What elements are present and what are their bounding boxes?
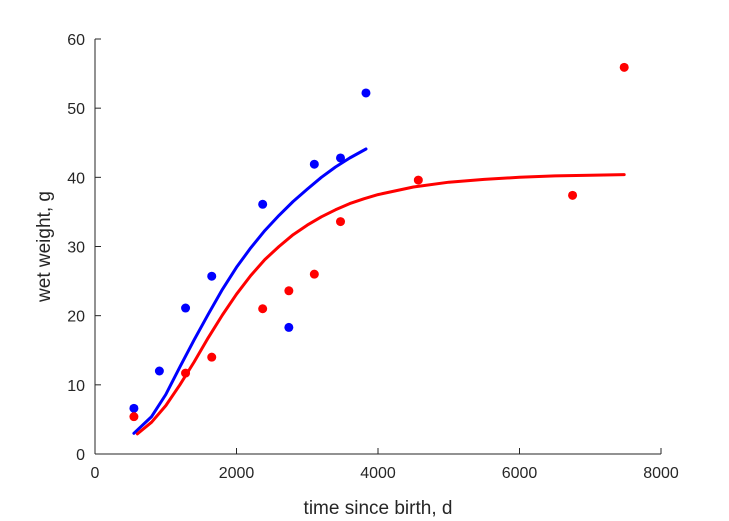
y-tick-label: 40 — [67, 170, 85, 187]
fit-curve-series-1 — [132, 147, 368, 435]
y-tick-label: 0 — [76, 447, 85, 464]
x-tick-label: 8000 — [643, 465, 679, 482]
data-point-series-1 — [309, 159, 319, 169]
x-tick-label: 4000 — [360, 465, 396, 482]
y-tick-label: 20 — [67, 309, 85, 326]
data-point-series-1 — [129, 403, 139, 413]
data-point-series-1 — [336, 153, 346, 163]
data-point-series-1 — [361, 88, 371, 98]
x-tick-label: 0 — [91, 465, 100, 482]
data-point-series-1 — [207, 271, 217, 281]
data-point-series-2 — [568, 190, 578, 200]
data-points — [129, 62, 629, 422]
fit-curves — [132, 147, 626, 436]
data-point-series-1 — [154, 366, 164, 376]
data-point-series-2 — [207, 352, 217, 362]
x-tick-label: 2000 — [219, 465, 255, 482]
data-point-series-1 — [284, 322, 294, 332]
data-point-series-2 — [619, 62, 629, 72]
y-tick-label: 30 — [67, 240, 85, 257]
data-point-series-2 — [258, 304, 268, 314]
data-point-series-2 — [129, 412, 139, 422]
axes — [94, 38, 662, 455]
tick-labels: 0 2000 4000 6000 8000 0 10 20 30 40 50 60 — [67, 32, 679, 482]
y-tick-label: 10 — [67, 378, 85, 395]
x-tick-label: 6000 — [502, 465, 538, 482]
data-point-series-2 — [309, 269, 319, 279]
data-point-series-2 — [284, 286, 294, 296]
data-point-series-1 — [181, 303, 191, 313]
data-point-series-2 — [413, 175, 423, 185]
fit-curve-series-2 — [135, 173, 626, 436]
data-point-series-2 — [336, 217, 346, 227]
y-tick-label: 60 — [67, 32, 85, 49]
y-tick-label: 50 — [67, 101, 85, 118]
x-axis-label: time since birth, d — [304, 498, 453, 519]
data-point-series-1 — [258, 199, 268, 209]
y-axis-label: wet weight, g — [34, 191, 55, 303]
data-point-series-2 — [181, 368, 191, 378]
